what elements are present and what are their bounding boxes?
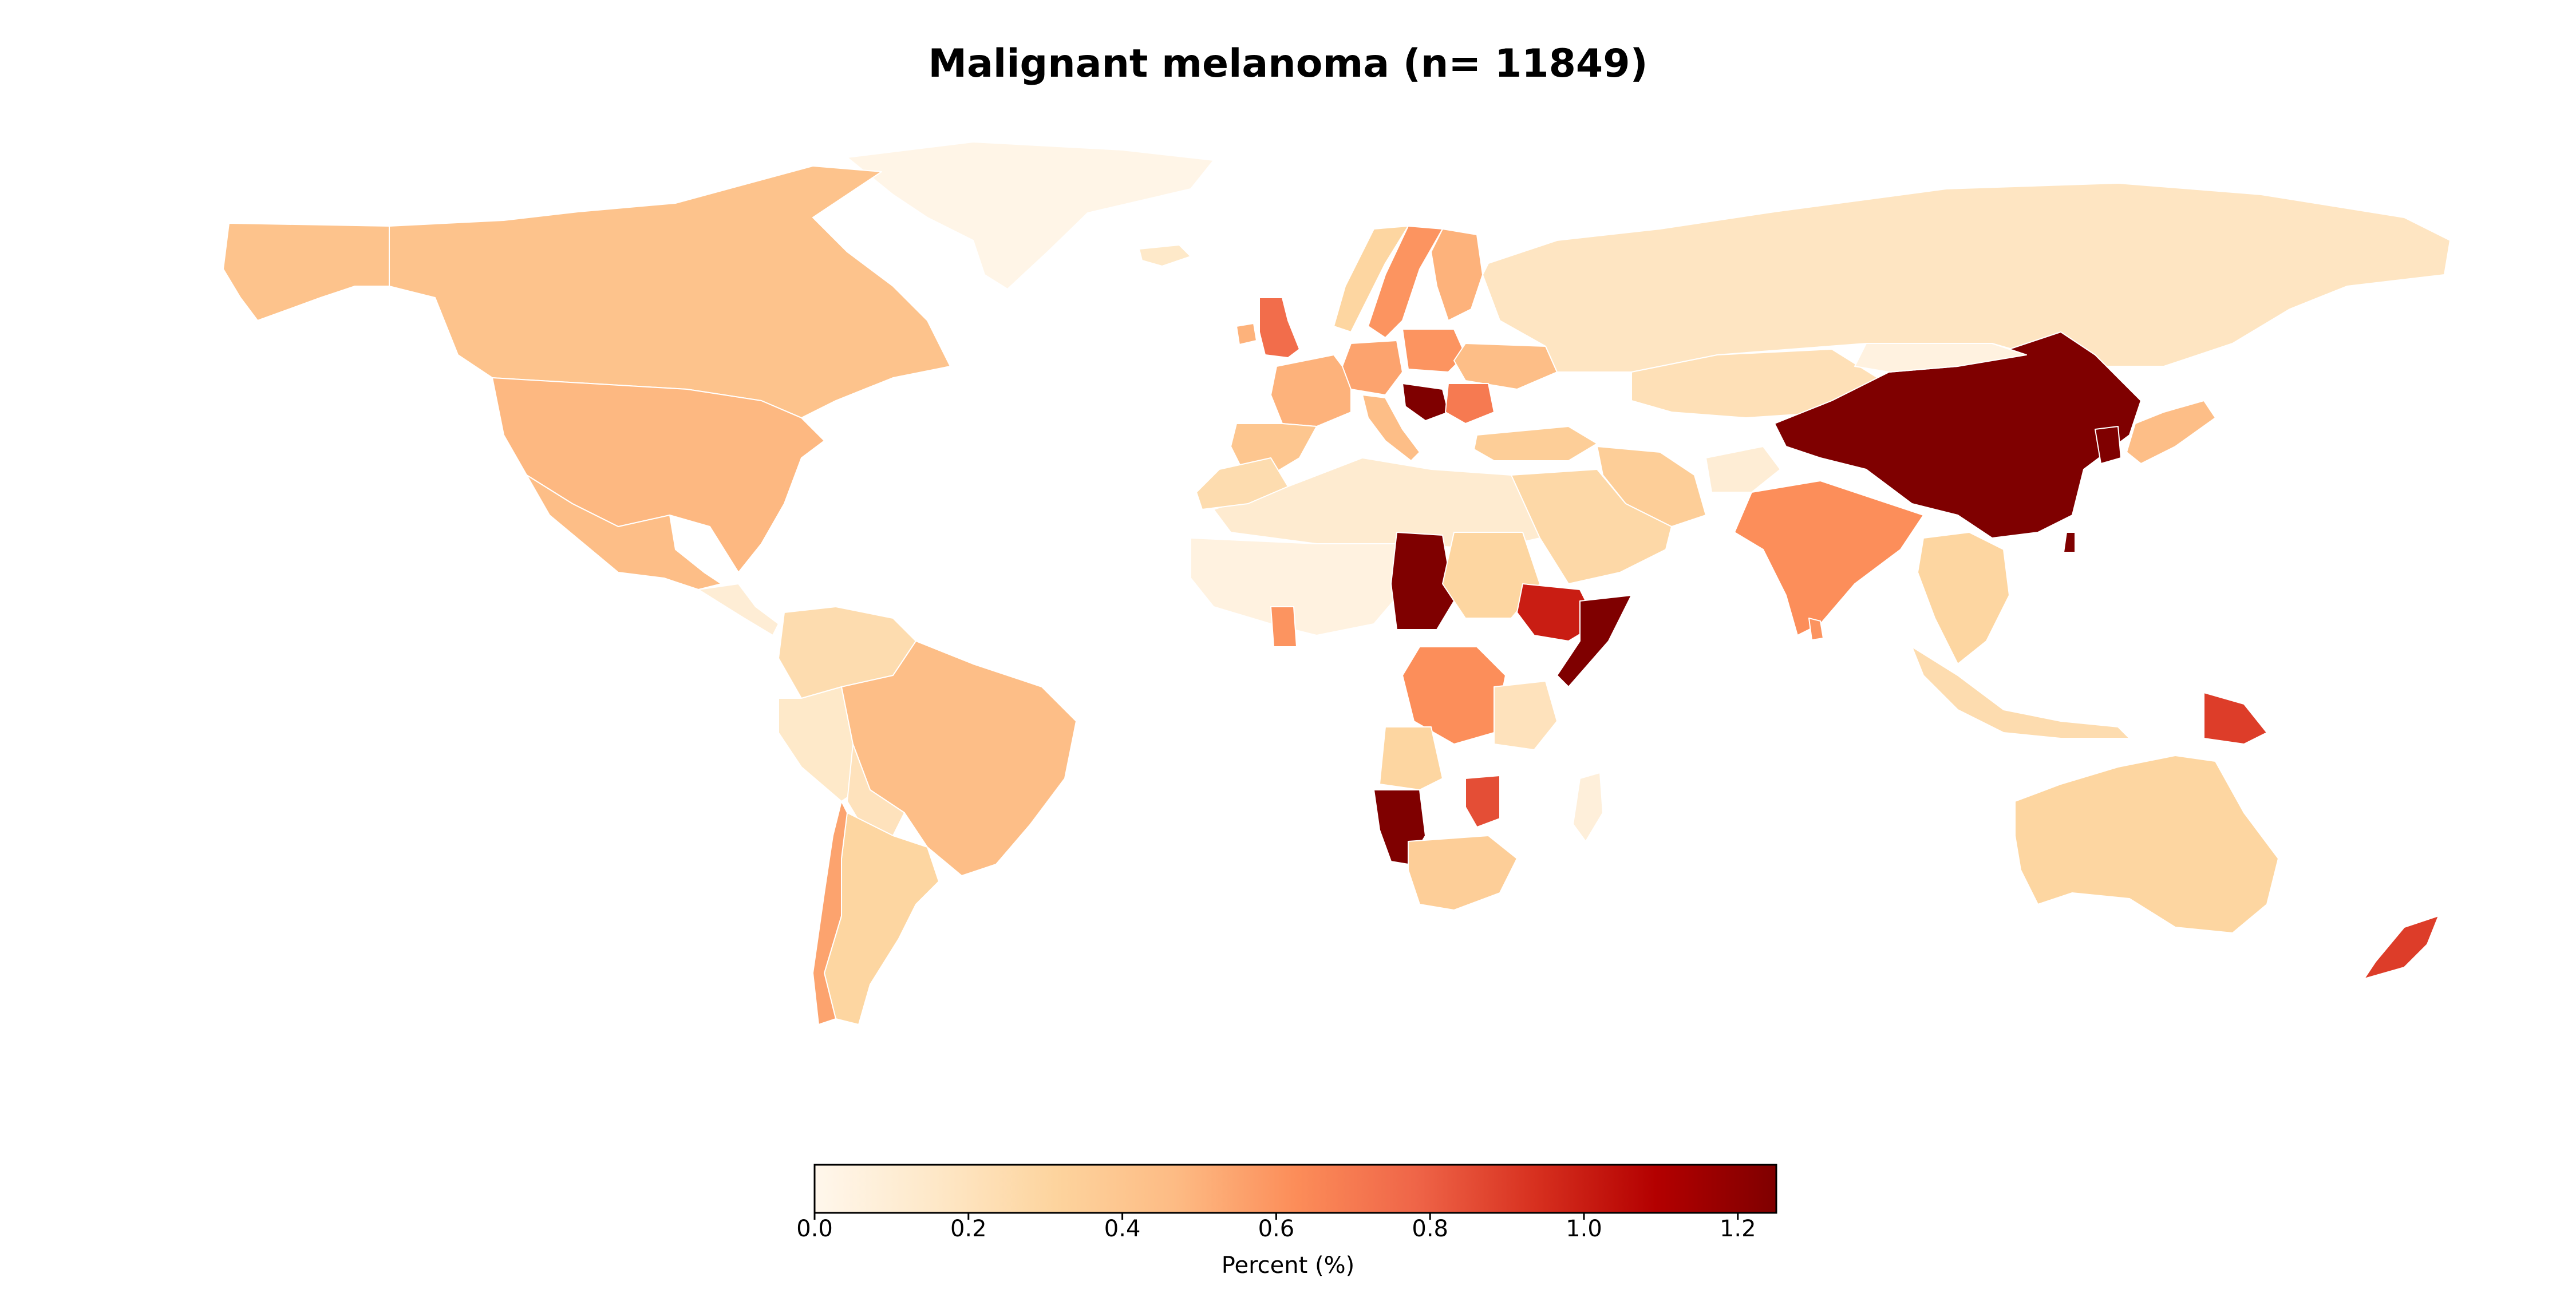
region-madagascar [1573, 772, 1603, 842]
region-chad [1390, 532, 1455, 630]
colorbar-tick-label: 0.0 [796, 1216, 833, 1242]
region-iran [1597, 446, 1706, 527]
region-morocco [1196, 457, 1289, 510]
region-united-kingdom [1259, 297, 1300, 358]
region-angola [1379, 726, 1443, 790]
region-russia [1482, 183, 2451, 373]
region-afghanistan [1705, 446, 1781, 493]
region-ukraine [1453, 343, 1558, 390]
region-romania [1445, 383, 1495, 424]
region-france [1270, 354, 1352, 427]
region-germany [1342, 340, 1403, 396]
region-canada [389, 165, 951, 418]
region-papua-new-guinea [2203, 692, 2267, 745]
region-balkans [1402, 383, 1449, 421]
region-dr-congo [1402, 646, 1506, 745]
region-greenland [847, 141, 1214, 290]
region-australia [2014, 755, 2279, 934]
region-ireland [1236, 323, 1257, 345]
region-mexico [526, 474, 722, 590]
region-somalia [1556, 595, 1632, 687]
region-finland [1431, 228, 1483, 321]
colorbar-tick-label: 1.2 [1719, 1216, 1756, 1242]
region-norway [1333, 226, 1409, 333]
region-tanzania [1494, 681, 1558, 750]
region-new-zealand [2364, 915, 2439, 979]
colorbar-tick-label: 0.4 [1104, 1216, 1141, 1242]
region-korea [2095, 426, 2121, 464]
region-japan [2126, 400, 2216, 464]
colorbar-gradient [813, 1164, 1777, 1214]
colorbar-tick-label: 0.6 [1258, 1216, 1295, 1242]
region-turkey [1473, 426, 1598, 461]
region-central-america [698, 583, 779, 636]
colorbar-tick-label: 0.8 [1412, 1216, 1448, 1242]
region-indonesia [1911, 646, 2130, 739]
region-sudan [1442, 532, 1540, 619]
region-iceland [1139, 244, 1191, 267]
region-south-africa [1408, 835, 1518, 911]
colorbar [813, 1164, 1777, 1220]
region-southeast-asia [1917, 532, 2010, 665]
region-italy [1362, 394, 1420, 461]
colorbar-label: Percent (%) [1221, 1252, 1355, 1279]
map-title: Malignant melanoma (n= 11849) [928, 41, 1648, 86]
region-mongolia [1854, 343, 2027, 373]
region-ethiopia [1516, 583, 1598, 642]
region-ghana [1270, 606, 1297, 647]
region-chile [812, 801, 848, 1025]
region-alaska [223, 223, 390, 321]
colorbar-tick-label: 0.2 [950, 1216, 987, 1242]
region-west-africa [1190, 537, 1409, 636]
region-mozambique [1465, 775, 1500, 828]
region-taiwan [2063, 532, 2076, 553]
region-poland [1402, 329, 1466, 373]
region-sri-lanka [1808, 618, 1824, 640]
colorbar-tick-label: 1.0 [1566, 1216, 1602, 1242]
region-india [1734, 480, 1924, 636]
